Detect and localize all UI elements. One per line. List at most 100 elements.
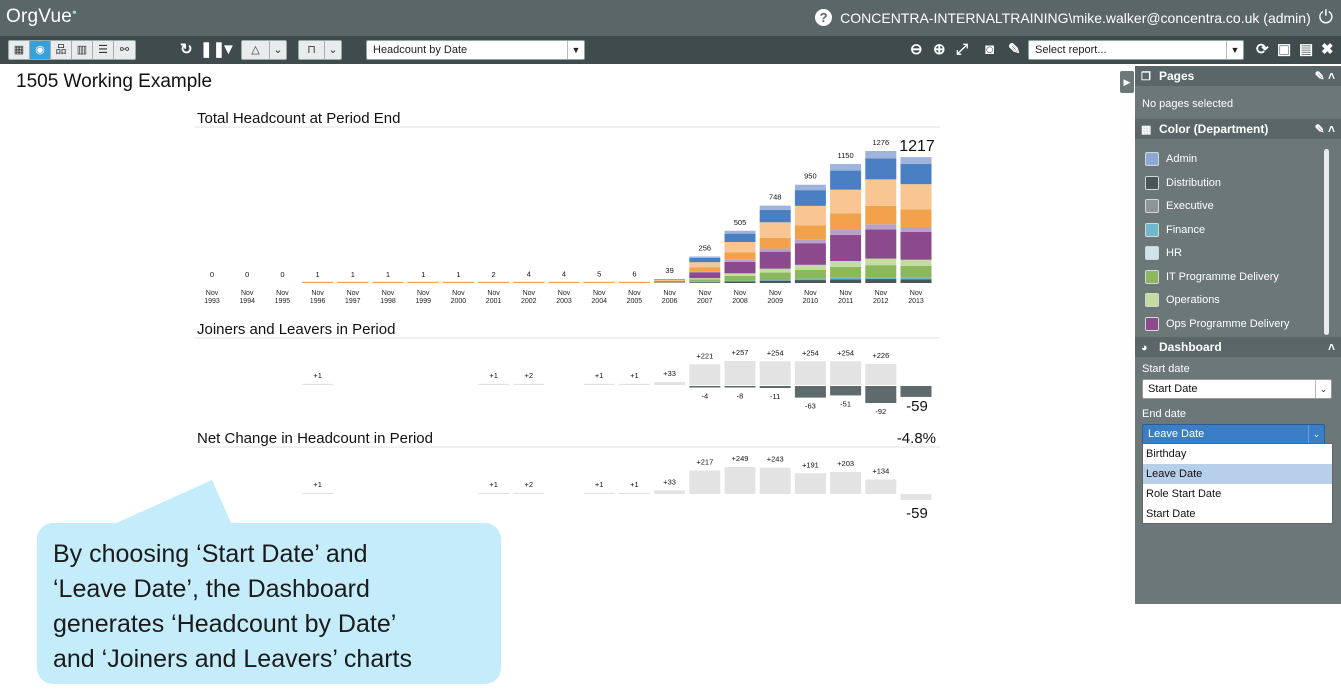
headcount-bar-segment [654, 279, 686, 281]
sync-icon[interactable]: ⟳ [1256, 41, 1269, 58]
headcount-bar-segment [794, 278, 826, 281]
camera-icon[interactable]: ◙ [985, 41, 995, 58]
color-header[interactable]: ▦ Color (Department) ✎ ˄ [1135, 119, 1341, 139]
list-view-icon[interactable]: ☰ [93, 41, 114, 59]
headcount-bar-segment [794, 280, 826, 283]
filter-icon[interactable]: ▼ [221, 41, 236, 58]
dashboard-charts: Total Headcount at Period End0Nov19930No… [195, 110, 940, 522]
net-change-bar [513, 492, 545, 494]
legend-item[interactable]: Distribution [1145, 175, 1221, 191]
joiners-bar [794, 361, 826, 385]
headcount-bar-segment [865, 258, 897, 266]
x-tick-label: Nov [487, 290, 500, 297]
legend-item[interactable]: Admin [1145, 151, 1197, 167]
legend-scrollbar[interactable] [1324, 149, 1329, 335]
x-tick-label: 2010 [803, 298, 819, 305]
headcount-bar-segment [337, 281, 369, 283]
delta-icon[interactable]: △ [242, 41, 270, 59]
expand-icon[interactable]: ⤢ [956, 41, 969, 58]
dropdown-option[interactable]: Birthday [1146, 448, 1187, 460]
close-icon[interactable]: ✖ [1321, 41, 1334, 58]
report-select[interactable]: Headcount by Date ▼ [366, 40, 585, 60]
dashboard-view-icon[interactable]: ◉ [30, 41, 51, 59]
leavers-value-label: -92 [875, 407, 886, 416]
leavers-bar [794, 386, 826, 398]
refresh-icon[interactable]: ↻ [180, 41, 193, 58]
save-as-icon[interactable]: ▣ [1277, 41, 1292, 58]
headcount-value-label: 950 [804, 172, 817, 181]
app-logo[interactable]: OrgVue● [6, 6, 77, 28]
start-date-select[interactable]: Start Date ⌄ [1142, 379, 1332, 399]
pages-header[interactable]: ❐ Pages ✎ ˄ [1135, 66, 1341, 86]
edit-collapse-icon[interactable]: ✎ ˄ [1314, 122, 1335, 136]
zoom-in-icon[interactable]: ⊕ [933, 41, 946, 58]
net-change-bar [618, 492, 650, 494]
dropdown-option[interactable]: Start Date [1146, 508, 1196, 520]
legend-item[interactable]: Operations [1145, 292, 1220, 308]
edit-collapse-icon[interactable]: ✎ ˄ [1314, 69, 1335, 83]
headcount-value-label: 1 [316, 270, 320, 279]
tree-view-icon[interactable]: 品 [51, 41, 72, 59]
pin-icon[interactable]: ✎ [1008, 41, 1021, 58]
headcount-bar-segment [794, 243, 826, 265]
headcount-bar-segment [759, 222, 791, 238]
power-icon[interactable]: ⏻ [1318, 7, 1333, 27]
legend-item[interactable]: Finance [1145, 222, 1205, 238]
end-date-options: Birthday Leave Date Role Start Date Start D… [1142, 443, 1333, 524]
legend-item[interactable]: IT Programme Delivery [1145, 269, 1279, 285]
headcount-bar-segment [618, 281, 650, 283]
headcount-bar-segment [865, 158, 897, 180]
chevron-up-icon[interactable]: ˄ [1327, 340, 1335, 354]
dropdown-option[interactable]: Leave Date [1143, 464, 1332, 484]
x-tick-label: 1999 [415, 298, 431, 305]
net-change-bar [654, 490, 686, 494]
x-tick-label: 1997 [345, 298, 361, 305]
net-change-bar [689, 470, 721, 494]
headcount-bar-segment [759, 248, 791, 252]
net-change-bar [583, 492, 615, 494]
leavers-value-label: -4 [701, 392, 708, 401]
legend-swatch [1145, 246, 1159, 260]
headcount-bar-segment [900, 266, 932, 278]
net-change-value-label: +134 [872, 466, 889, 475]
headcount-bar-segment [900, 209, 932, 227]
headcount-bar-segment [724, 233, 756, 242]
panel-toggle-icon[interactable]: ▶ [1120, 71, 1134, 93]
chevron-down-icon[interactable]: ⌄ [328, 44, 338, 56]
x-tick-label: Nov [347, 290, 360, 297]
chart-title: Total Headcount at Period End [197, 110, 400, 127]
callout-line: ‘Leave Date’, the Dashboard [53, 575, 370, 603]
pause-icon[interactable]: ❚❚ [200, 41, 226, 58]
x-tick-label: Nov [452, 290, 465, 297]
legend-label: Ops Programme Delivery [1166, 317, 1290, 330]
chevron-down-icon[interactable]: ⌄ [273, 44, 283, 56]
joiners-bar [618, 383, 650, 385]
joiners-value-label: +1 [313, 371, 322, 380]
headcount-value-label: 2 [492, 270, 496, 279]
dropdown-option[interactable]: Role Start Date [1146, 488, 1222, 500]
table-view-icon[interactable]: ▦ [9, 41, 30, 59]
headcount-value-label: 505 [734, 218, 747, 227]
x-tick-label: 2011 [838, 298, 853, 305]
saved-report-select[interactable]: Select report... ▼ [1028, 40, 1244, 60]
legend-item[interactable]: Ops Programme Delivery [1145, 316, 1289, 332]
save-icon[interactable]: ▤ [1299, 41, 1314, 58]
headcount-bar-segment [900, 232, 932, 260]
legend-item[interactable]: HR [1145, 245, 1182, 261]
user-name[interactable]: CONCENTRA-INTERNALTRAINING\mike.walker@c… [840, 9, 1311, 26]
leavers-bar [900, 386, 932, 397]
x-tick-label: 2004 [591, 298, 607, 305]
chevron-down-icon: ⌄ [1315, 380, 1331, 398]
net-change-value-label: +1 [313, 480, 322, 489]
end-date-select[interactable]: Leave Date ⌄ [1142, 424, 1325, 444]
link-icon[interactable]: ⚯ [119, 44, 130, 56]
chart-view-icon[interactable]: ▥ [72, 41, 93, 59]
legend-item[interactable]: Executive [1145, 198, 1214, 214]
x-tick-label: Nov [593, 290, 606, 297]
zoom-out-icon[interactable]: ⊖ [910, 41, 923, 58]
headcount-value-label: 1150 [838, 151, 854, 160]
net-change-bar [794, 473, 826, 494]
dashboard-header[interactable]: ◕ Dashboard ˄ [1135, 337, 1341, 357]
help-icon[interactable]: ? [815, 9, 833, 26]
bookmark-icon[interactable]: ⊓ [299, 41, 325, 59]
